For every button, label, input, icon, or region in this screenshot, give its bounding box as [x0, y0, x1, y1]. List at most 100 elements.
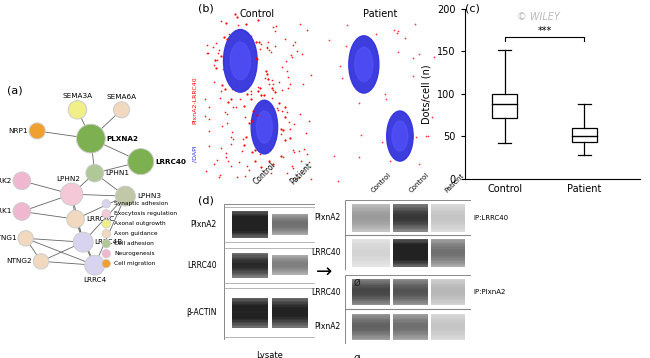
Point — [270, 43, 280, 49]
Point — [246, 96, 256, 102]
Bar — [231, 256, 268, 257]
Bar — [272, 227, 308, 228]
Bar — [352, 323, 390, 324]
Bar — [231, 228, 268, 230]
Bar — [393, 243, 428, 245]
Point — [289, 121, 299, 127]
Bar — [231, 259, 268, 260]
Point — [280, 105, 290, 110]
Bar — [352, 304, 390, 305]
Bar — [352, 245, 390, 246]
Bar — [393, 279, 428, 280]
Point — [208, 44, 218, 50]
Bar — [393, 335, 428, 336]
Bar — [231, 262, 268, 263]
Circle shape — [13, 172, 31, 190]
Point — [294, 174, 305, 180]
Point — [285, 126, 295, 132]
Point — [220, 150, 231, 155]
Point — [246, 117, 257, 123]
Bar — [352, 301, 390, 303]
Bar — [431, 330, 465, 331]
Bar — [393, 292, 428, 293]
Bar — [393, 289, 428, 291]
Bar — [393, 208, 428, 209]
Point — [263, 77, 274, 82]
Bar — [272, 228, 308, 229]
Bar — [352, 300, 390, 301]
Bar — [231, 264, 268, 265]
Bar — [352, 315, 390, 316]
Bar — [272, 272, 308, 274]
Point — [222, 37, 233, 42]
Point — [242, 163, 252, 168]
Bar — [431, 258, 465, 260]
Circle shape — [18, 231, 33, 246]
Text: LRRC4: LRRC4 — [83, 277, 107, 283]
Point — [209, 63, 220, 68]
Bar — [393, 316, 428, 318]
Text: LPHN1: LPHN1 — [105, 170, 129, 176]
Text: Axonal outgrowth: Axonal outgrowth — [114, 221, 166, 226]
Bar — [352, 212, 390, 214]
Bar — [231, 273, 268, 274]
Point — [408, 55, 418, 61]
Point — [226, 141, 237, 147]
Bar — [272, 234, 308, 235]
Bar — [352, 215, 390, 217]
Point — [231, 104, 242, 110]
Bar — [393, 221, 428, 222]
Circle shape — [13, 203, 31, 220]
Bar — [431, 240, 465, 242]
Bar — [393, 247, 428, 249]
Text: Ø: Ø — [354, 279, 361, 288]
Point — [280, 137, 291, 142]
Bar — [231, 263, 268, 264]
Point — [281, 170, 292, 176]
Bar — [431, 229, 465, 231]
Point — [232, 59, 242, 65]
Bar — [352, 217, 390, 218]
Bar — [393, 324, 428, 326]
Bar — [272, 318, 308, 319]
Point — [265, 104, 275, 110]
Bar — [231, 323, 268, 325]
Bar — [393, 303, 428, 304]
Text: Synaptic adhesion: Synaptic adhesion — [114, 201, 168, 206]
Point — [268, 127, 278, 132]
Bar — [393, 223, 428, 225]
Bar — [272, 307, 308, 308]
Bar — [352, 288, 390, 289]
Text: Cell migration: Cell migration — [114, 261, 155, 266]
Bar — [393, 214, 428, 215]
Point — [404, 118, 414, 124]
Point — [381, 96, 391, 101]
Bar — [231, 319, 268, 320]
Bar — [231, 230, 268, 231]
Point — [306, 176, 317, 182]
Point — [277, 64, 287, 70]
Bar — [431, 285, 465, 287]
Bar — [393, 228, 428, 229]
Bar — [431, 254, 465, 256]
Bar — [393, 218, 428, 219]
Bar — [431, 326, 465, 327]
Point — [391, 30, 402, 36]
Bar — [272, 311, 308, 313]
Bar — [393, 231, 428, 232]
Text: PlxnA2: PlxnA2 — [315, 323, 341, 332]
Bar — [352, 339, 390, 340]
Text: Control: Control — [252, 160, 278, 187]
Bar — [431, 246, 465, 247]
Bar — [352, 334, 390, 335]
Bar — [352, 249, 390, 250]
Text: (c): (c) — [465, 4, 480, 14]
Bar — [431, 256, 465, 257]
Point — [246, 34, 256, 39]
Bar — [393, 256, 428, 257]
Bar — [272, 261, 308, 262]
Bar — [272, 222, 308, 223]
Point — [210, 58, 220, 63]
Bar — [431, 231, 465, 232]
Bar — [231, 258, 268, 259]
